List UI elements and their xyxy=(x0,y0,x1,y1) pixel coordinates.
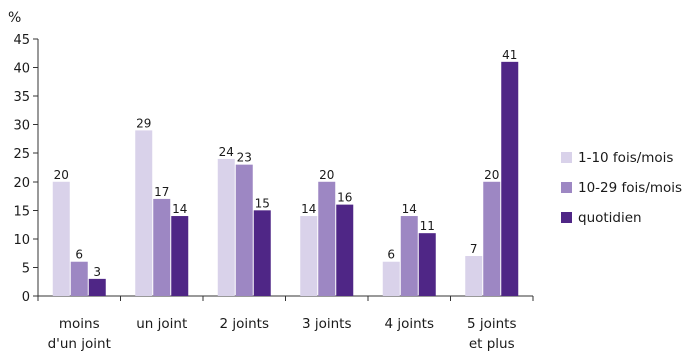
legend-swatch xyxy=(561,212,572,223)
legend: 1-10 fois/mois 10-29 fois/mois quotidien xyxy=(561,150,682,226)
data-label: 24 xyxy=(219,145,234,159)
bar xyxy=(501,61,519,296)
category-label: un joint xyxy=(136,316,187,332)
data-label: 20 xyxy=(54,168,69,182)
y-axis-ticks: 0 5 10 15 20 25 30 35 40 45 xyxy=(13,33,38,305)
y-tick-label: 10 xyxy=(13,233,30,248)
category-label: 5 joints xyxy=(467,316,517,332)
data-label: 20 xyxy=(484,168,499,182)
data-label: 14 xyxy=(402,202,417,216)
legend-swatch xyxy=(561,182,572,193)
category-label: moins xyxy=(59,316,100,332)
bars-group xyxy=(52,61,519,296)
data-label: 6 xyxy=(75,248,83,262)
data-label: 29 xyxy=(136,116,151,130)
y-tick-label: 0 xyxy=(22,290,30,305)
bar xyxy=(153,198,171,296)
y-tick-label: 5 xyxy=(22,261,30,276)
legend-label: quotidien xyxy=(578,210,642,226)
bar xyxy=(52,181,70,296)
bar xyxy=(88,278,106,296)
data-label: 16 xyxy=(337,191,352,205)
category-label: et plus xyxy=(469,336,515,352)
data-label: 23 xyxy=(237,151,252,165)
data-label: 20 xyxy=(319,168,334,182)
data-label: 11 xyxy=(420,219,435,233)
legend-label: 1-10 fois/mois xyxy=(578,150,673,166)
category-label: 2 joints xyxy=(219,316,269,332)
data-label: 17 xyxy=(154,185,169,199)
y-tick-label: 25 xyxy=(13,147,30,162)
bar xyxy=(253,210,271,296)
data-label: 14 xyxy=(301,202,316,216)
y-tick-label: 30 xyxy=(13,119,30,134)
y-tick-label: 15 xyxy=(13,204,30,219)
y-axis-unit-label: % xyxy=(8,10,21,26)
bar xyxy=(171,216,189,296)
bar xyxy=(318,181,336,296)
bar xyxy=(418,233,436,296)
bar xyxy=(70,261,88,296)
data-label: 15 xyxy=(255,196,270,210)
legend-label: 10-29 fois/mois xyxy=(578,180,682,196)
category-label: d'un joint xyxy=(48,336,111,352)
y-tick-label: 40 xyxy=(13,62,30,77)
category-labels-group: moins d'un joint un joint 2 joints 3 joints 4… xyxy=(48,316,517,352)
legend-swatch xyxy=(561,152,572,163)
data-label: 7 xyxy=(470,242,478,256)
category-label: 3 joints xyxy=(302,316,352,332)
bar xyxy=(300,216,318,296)
bar xyxy=(135,130,153,296)
y-tick-label: 20 xyxy=(13,176,30,191)
y-tick-label: 45 xyxy=(13,33,30,48)
bar xyxy=(400,216,418,296)
bar xyxy=(483,181,501,296)
data-label: 3 xyxy=(93,265,101,279)
bar xyxy=(465,256,483,296)
bar xyxy=(217,158,235,296)
data-label: 14 xyxy=(172,202,187,216)
chart-axes xyxy=(37,39,534,301)
y-tick-label: 35 xyxy=(13,90,30,105)
bar xyxy=(336,204,354,296)
category-label: 4 joints xyxy=(384,316,434,332)
bar xyxy=(235,164,253,296)
bar xyxy=(382,261,400,296)
data-label: 6 xyxy=(387,248,395,262)
data-label: 41 xyxy=(502,48,517,62)
